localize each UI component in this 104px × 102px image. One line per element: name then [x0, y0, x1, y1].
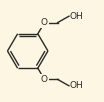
Text: OH: OH	[70, 81, 84, 90]
Text: O: O	[41, 75, 48, 84]
Text: O: O	[41, 18, 48, 27]
Text: OH: OH	[70, 12, 84, 21]
